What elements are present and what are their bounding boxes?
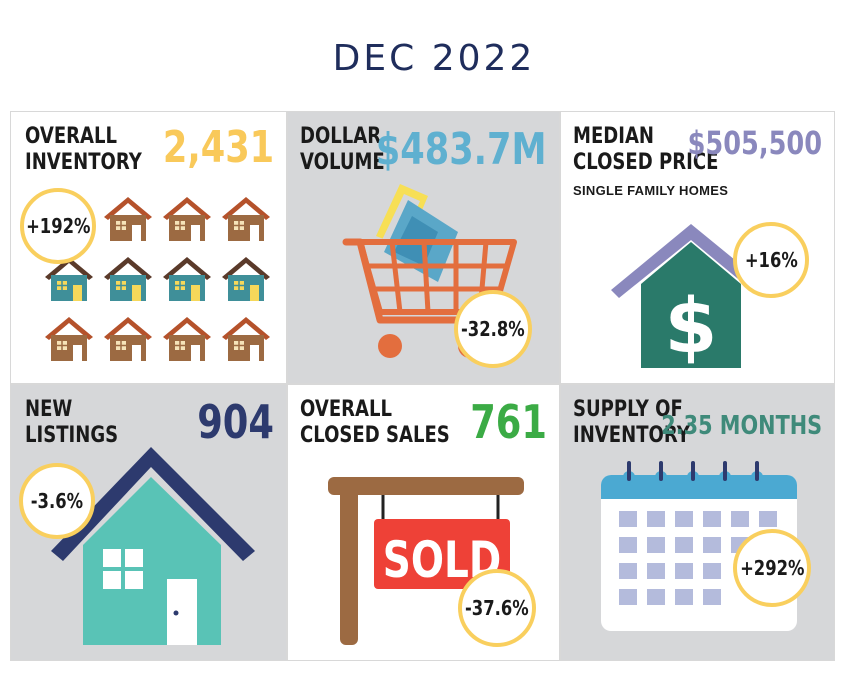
tile-value: $505,500 — [687, 124, 822, 162]
change-badge: -32.8% — [454, 290, 532, 368]
calendar-icon — [601, 461, 797, 631]
tile-value: $483.7M — [376, 124, 547, 175]
tile-overall-inventory: OVERALL INVENTORY 2,431 — [10, 111, 287, 384]
tile-value: 2.35 MONTHS — [661, 411, 822, 441]
tile-new-listings: NEW LISTINGS 904 -3.6% — [10, 384, 287, 661]
change-badge: +292% — [733, 529, 811, 607]
change-badge: -37.6% — [458, 569, 536, 647]
tile-subtitle: SINGLE FAMILY HOMES — [573, 183, 729, 198]
dollar-house-icon: $ — [611, 224, 757, 370]
tile-value: 2,431 — [162, 122, 274, 173]
house-icon — [51, 447, 255, 645]
change-badge: -3.6% — [19, 463, 95, 539]
page-title: DEC 2022 — [332, 38, 536, 79]
tile-median-closed-price: MEDIAN CLOSED PRICE $505,500 SINGLE FAMIL… — [560, 111, 835, 384]
change-badge: +192% — [20, 188, 96, 264]
svg-text:$: $ — [665, 281, 718, 370]
tile-overall-closed-sales: OVERALL CLOSED SALES 761 SOLD -37.6% — [287, 384, 560, 661]
tile-supply-of-inventory: SUPPLY OF INVENTORY 2.35 MONTHS +292% — [560, 384, 835, 661]
tile-label: OVERALL CLOSED SALES — [300, 397, 450, 448]
tile-label: NEW LISTINGS — [25, 397, 119, 448]
tile-label: SUPPLY OF INVENTORY — [573, 397, 690, 448]
tile-label: DOLLAR VOLUME — [300, 124, 385, 175]
tile-dollar-volume: DOLLAR VOLUME $483.7M -32.8% — [287, 111, 560, 384]
tile-label: MEDIAN CLOSED PRICE — [573, 124, 719, 175]
tile-value: 904 — [197, 395, 274, 449]
change-badge: +16% — [733, 222, 809, 298]
tile-value: 761 — [470, 395, 547, 449]
tile-label: OVERALL INVENTORY — [25, 124, 142, 175]
